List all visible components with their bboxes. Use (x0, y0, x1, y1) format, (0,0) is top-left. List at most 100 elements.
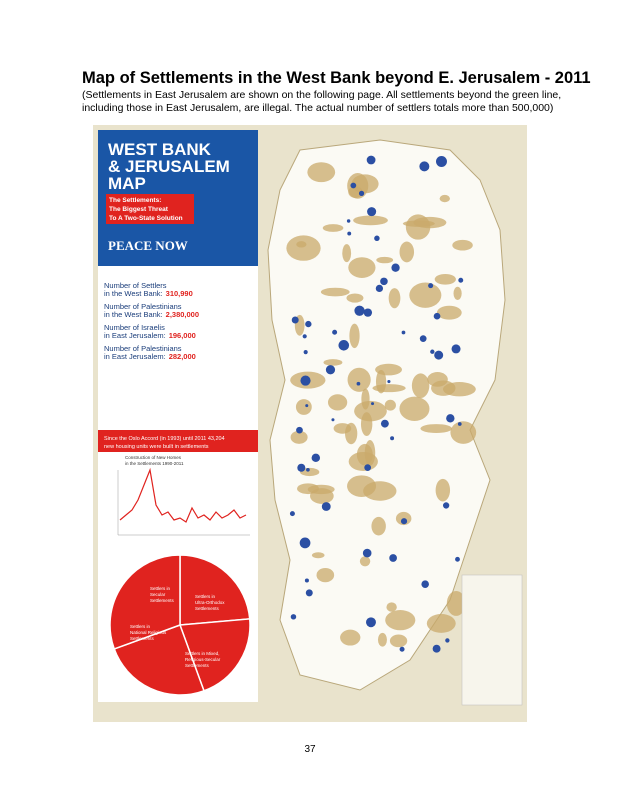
panel-title-line: MAP (108, 174, 146, 193)
settlement-area (359, 556, 371, 567)
pie-label-line: Settlements (185, 663, 210, 668)
settlement-dot (442, 502, 450, 509)
settlement-area (436, 305, 462, 320)
settlement-dot (289, 511, 295, 517)
pie-label-line: Ultra-Orthodox (195, 600, 225, 605)
panel-title: WEST BANK & JERUSALEM MAP (108, 140, 230, 193)
settlement-dot (445, 638, 450, 643)
stat-line: Number of Israelis (104, 323, 165, 332)
settlement-area (375, 363, 402, 376)
settlement-area (442, 382, 476, 397)
settlement-area (295, 399, 312, 415)
pie-wedge (179, 554, 251, 626)
settlement-blobs (286, 155, 523, 706)
settlement-dot (458, 277, 464, 283)
chart-title-line: Construction of New Homes (125, 455, 182, 460)
subtitle-line: To A Two-State Solution (109, 215, 183, 222)
chart-title: Construction of New Homes in the Settleme… (125, 455, 184, 466)
settlement-area (364, 439, 376, 466)
settlement-dot (338, 340, 350, 351)
settlement-dot (432, 644, 441, 653)
settlement-area (420, 424, 453, 434)
settlement-area (405, 214, 431, 240)
settlement-area (347, 367, 371, 392)
stat-line: in East Jerusalem: (104, 331, 166, 340)
settlement-area (307, 484, 335, 495)
settlement-area (388, 288, 401, 309)
settlement-dot (311, 453, 321, 463)
settlement-area (348, 257, 376, 278)
pie-label-line: Religious-Secular (185, 657, 221, 662)
settlement-dot (291, 316, 299, 324)
settlement-dot (300, 375, 311, 386)
settlement-area (435, 478, 451, 502)
settlement-area (327, 394, 348, 411)
settlement-area (349, 323, 360, 349)
stat-value: 310,990 (166, 289, 193, 298)
settlement-dot (419, 335, 427, 343)
settlement-area (300, 467, 320, 477)
settlement-area (377, 632, 387, 647)
settlement-dot (325, 365, 336, 375)
settlement-area (320, 287, 350, 297)
settlement-area (386, 602, 397, 612)
settlement-dot (356, 381, 361, 386)
settlement-dot (363, 308, 373, 317)
settlement-dot (305, 320, 312, 328)
settlement-area (372, 384, 406, 393)
pie-label-line: Settlements (195, 606, 220, 611)
stat-value: 2,380,000 (166, 310, 199, 319)
pie-label-line: Settlers in (195, 594, 216, 599)
pie-label-line: Settlements (130, 636, 155, 641)
settlement-area (323, 359, 343, 366)
page-number: 37 (304, 744, 316, 755)
page-title: Map of Settlements in the West Bank beyo… (82, 69, 591, 87)
caption-line: including those in East Jerusalem, are i… (82, 102, 553, 114)
stats: Number of Settlers in the West Bank: 310,9… (104, 281, 199, 361)
settlement-area (411, 373, 430, 399)
settlement-area (384, 399, 396, 411)
settlement-dot (374, 235, 380, 242)
settlement-dot (299, 537, 311, 549)
stat-line: Number of Settlers (104, 281, 167, 290)
settlement-area (316, 567, 335, 583)
settlement-dot (305, 404, 309, 408)
settlement-area (452, 239, 473, 251)
subtitle-line: The Biggest Threat (109, 206, 169, 213)
settlement-area (446, 590, 466, 616)
settlement-dot (434, 350, 444, 360)
settlement-area (439, 194, 450, 203)
settlement-dot (321, 502, 331, 511)
panel-stats (98, 266, 258, 430)
stat-line: in the West Bank: (104, 310, 163, 319)
settlement-area (353, 215, 388, 226)
subtitle-box (106, 194, 194, 224)
caption-line: (Settlements in East Jerusalem are shown… (82, 89, 561, 101)
stat: Number of Palestinians in East Jerusalem: (104, 344, 182, 361)
pie-label: Settlers in Ultra-Orthodox Settlements (195, 594, 225, 611)
settlement-dot (390, 436, 395, 441)
settlement-dot (350, 182, 357, 189)
mini-line (119, 467, 247, 523)
chart-title-line: in the Settlements 1990-2011 (125, 461, 184, 466)
settlement-dot (389, 554, 397, 562)
settlement-dot (419, 161, 430, 172)
settlement-area (434, 273, 456, 285)
settlement-area (333, 423, 352, 434)
settlement-dot (354, 305, 365, 316)
settlement-dot (366, 617, 376, 628)
panel-subtitle: The Settlements: The Biggest Threat To A T… (109, 197, 183, 222)
banner-line: Since the Oslo Accord (in 1993) until 20… (104, 436, 225, 442)
stat: Number of Israelis in East Jerusalem: (104, 323, 166, 340)
settlement-dot (304, 578, 309, 583)
stat-line: Number of Palestinians (104, 344, 182, 353)
stat-line: Number of Palestinians (104, 302, 182, 311)
settlement-dot (391, 263, 400, 272)
banner: Since the Oslo Accord (in 1993) until 20… (104, 436, 225, 450)
settlement-area (371, 516, 386, 536)
settlement-dot (375, 284, 384, 293)
pie-label-line: Settlements (150, 598, 175, 603)
settlement-dot (296, 426, 303, 434)
settlement-area (322, 224, 344, 232)
